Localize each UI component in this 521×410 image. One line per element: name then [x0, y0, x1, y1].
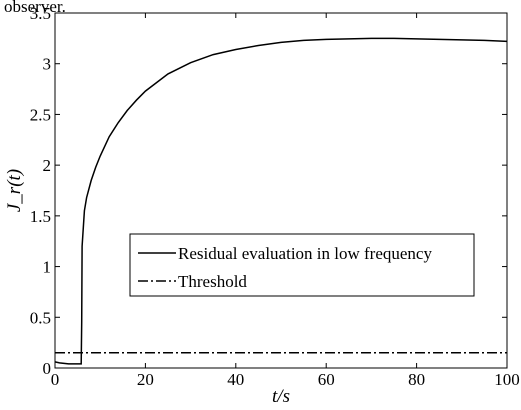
plot-area [54, 37, 508, 365]
x-tick-label: 60 [318, 370, 335, 389]
legend: Residual evaluation in low frequency Thre… [129, 233, 475, 297]
y-tick-label: 0 [43, 359, 52, 378]
x-axis-label: t/s [272, 386, 290, 407]
x-tick-label: 0 [51, 370, 60, 389]
axes: 0 20 40 60 80 100 0 0.5 1 1.5 2 2.5 3 3.5 [30, 4, 520, 389]
legend-label: Residual evaluation in low frequency [178, 244, 432, 263]
y-tick-label: 1.5 [30, 207, 51, 226]
caption-fragment: observer. [4, 0, 66, 16]
legend-label: Threshold [178, 272, 247, 291]
y-tick-label: 3.5 [30, 4, 51, 23]
y-tick-label: 3 [43, 55, 52, 74]
axes-frame [54, 12, 508, 369]
residual-line [54, 37, 508, 365]
y-tick-label: 2 [43, 156, 52, 175]
legend-box [129, 233, 475, 297]
x-tick-label: 100 [494, 370, 520, 389]
y-tick-label: 2.5 [30, 105, 51, 124]
y-axis-label: J_r(t) [4, 169, 25, 212]
x-tick-label: 40 [227, 370, 244, 389]
y-tick-label: 1 [43, 258, 52, 277]
x-tick-label: 20 [137, 370, 154, 389]
x-tick-label: 80 [408, 370, 425, 389]
y-tick-label: 0.5 [30, 308, 51, 327]
